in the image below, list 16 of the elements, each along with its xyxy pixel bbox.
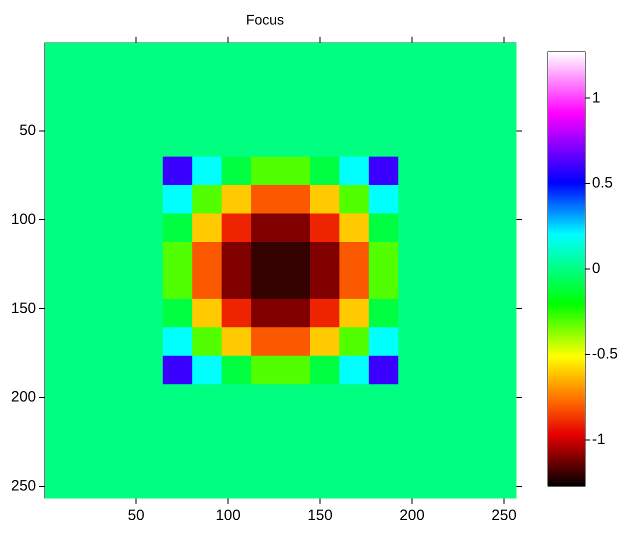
x-tick-label: 250	[492, 507, 517, 524]
y-tick-label: 50	[19, 122, 36, 139]
color-bar-label: -1	[592, 431, 606, 448]
y-tick-label: 250	[10, 478, 36, 495]
x-tick-label: 100	[216, 507, 241, 524]
color-bar-label: 1	[592, 89, 600, 106]
chart-title: Focus	[246, 11, 284, 28]
x-tick-label: 150	[308, 507, 333, 524]
x-tick-label: 50	[128, 507, 144, 524]
x-tick-label: 200	[400, 507, 425, 524]
color-bar-label: 0.5	[592, 174, 613, 192]
y-tick-label: 150	[10, 300, 36, 317]
y-tick-label: 100	[10, 210, 36, 228]
y-tick-label: 200	[10, 388, 36, 406]
color-bar-label: -0.5	[592, 346, 618, 363]
color-bar-label: 0	[592, 260, 600, 278]
